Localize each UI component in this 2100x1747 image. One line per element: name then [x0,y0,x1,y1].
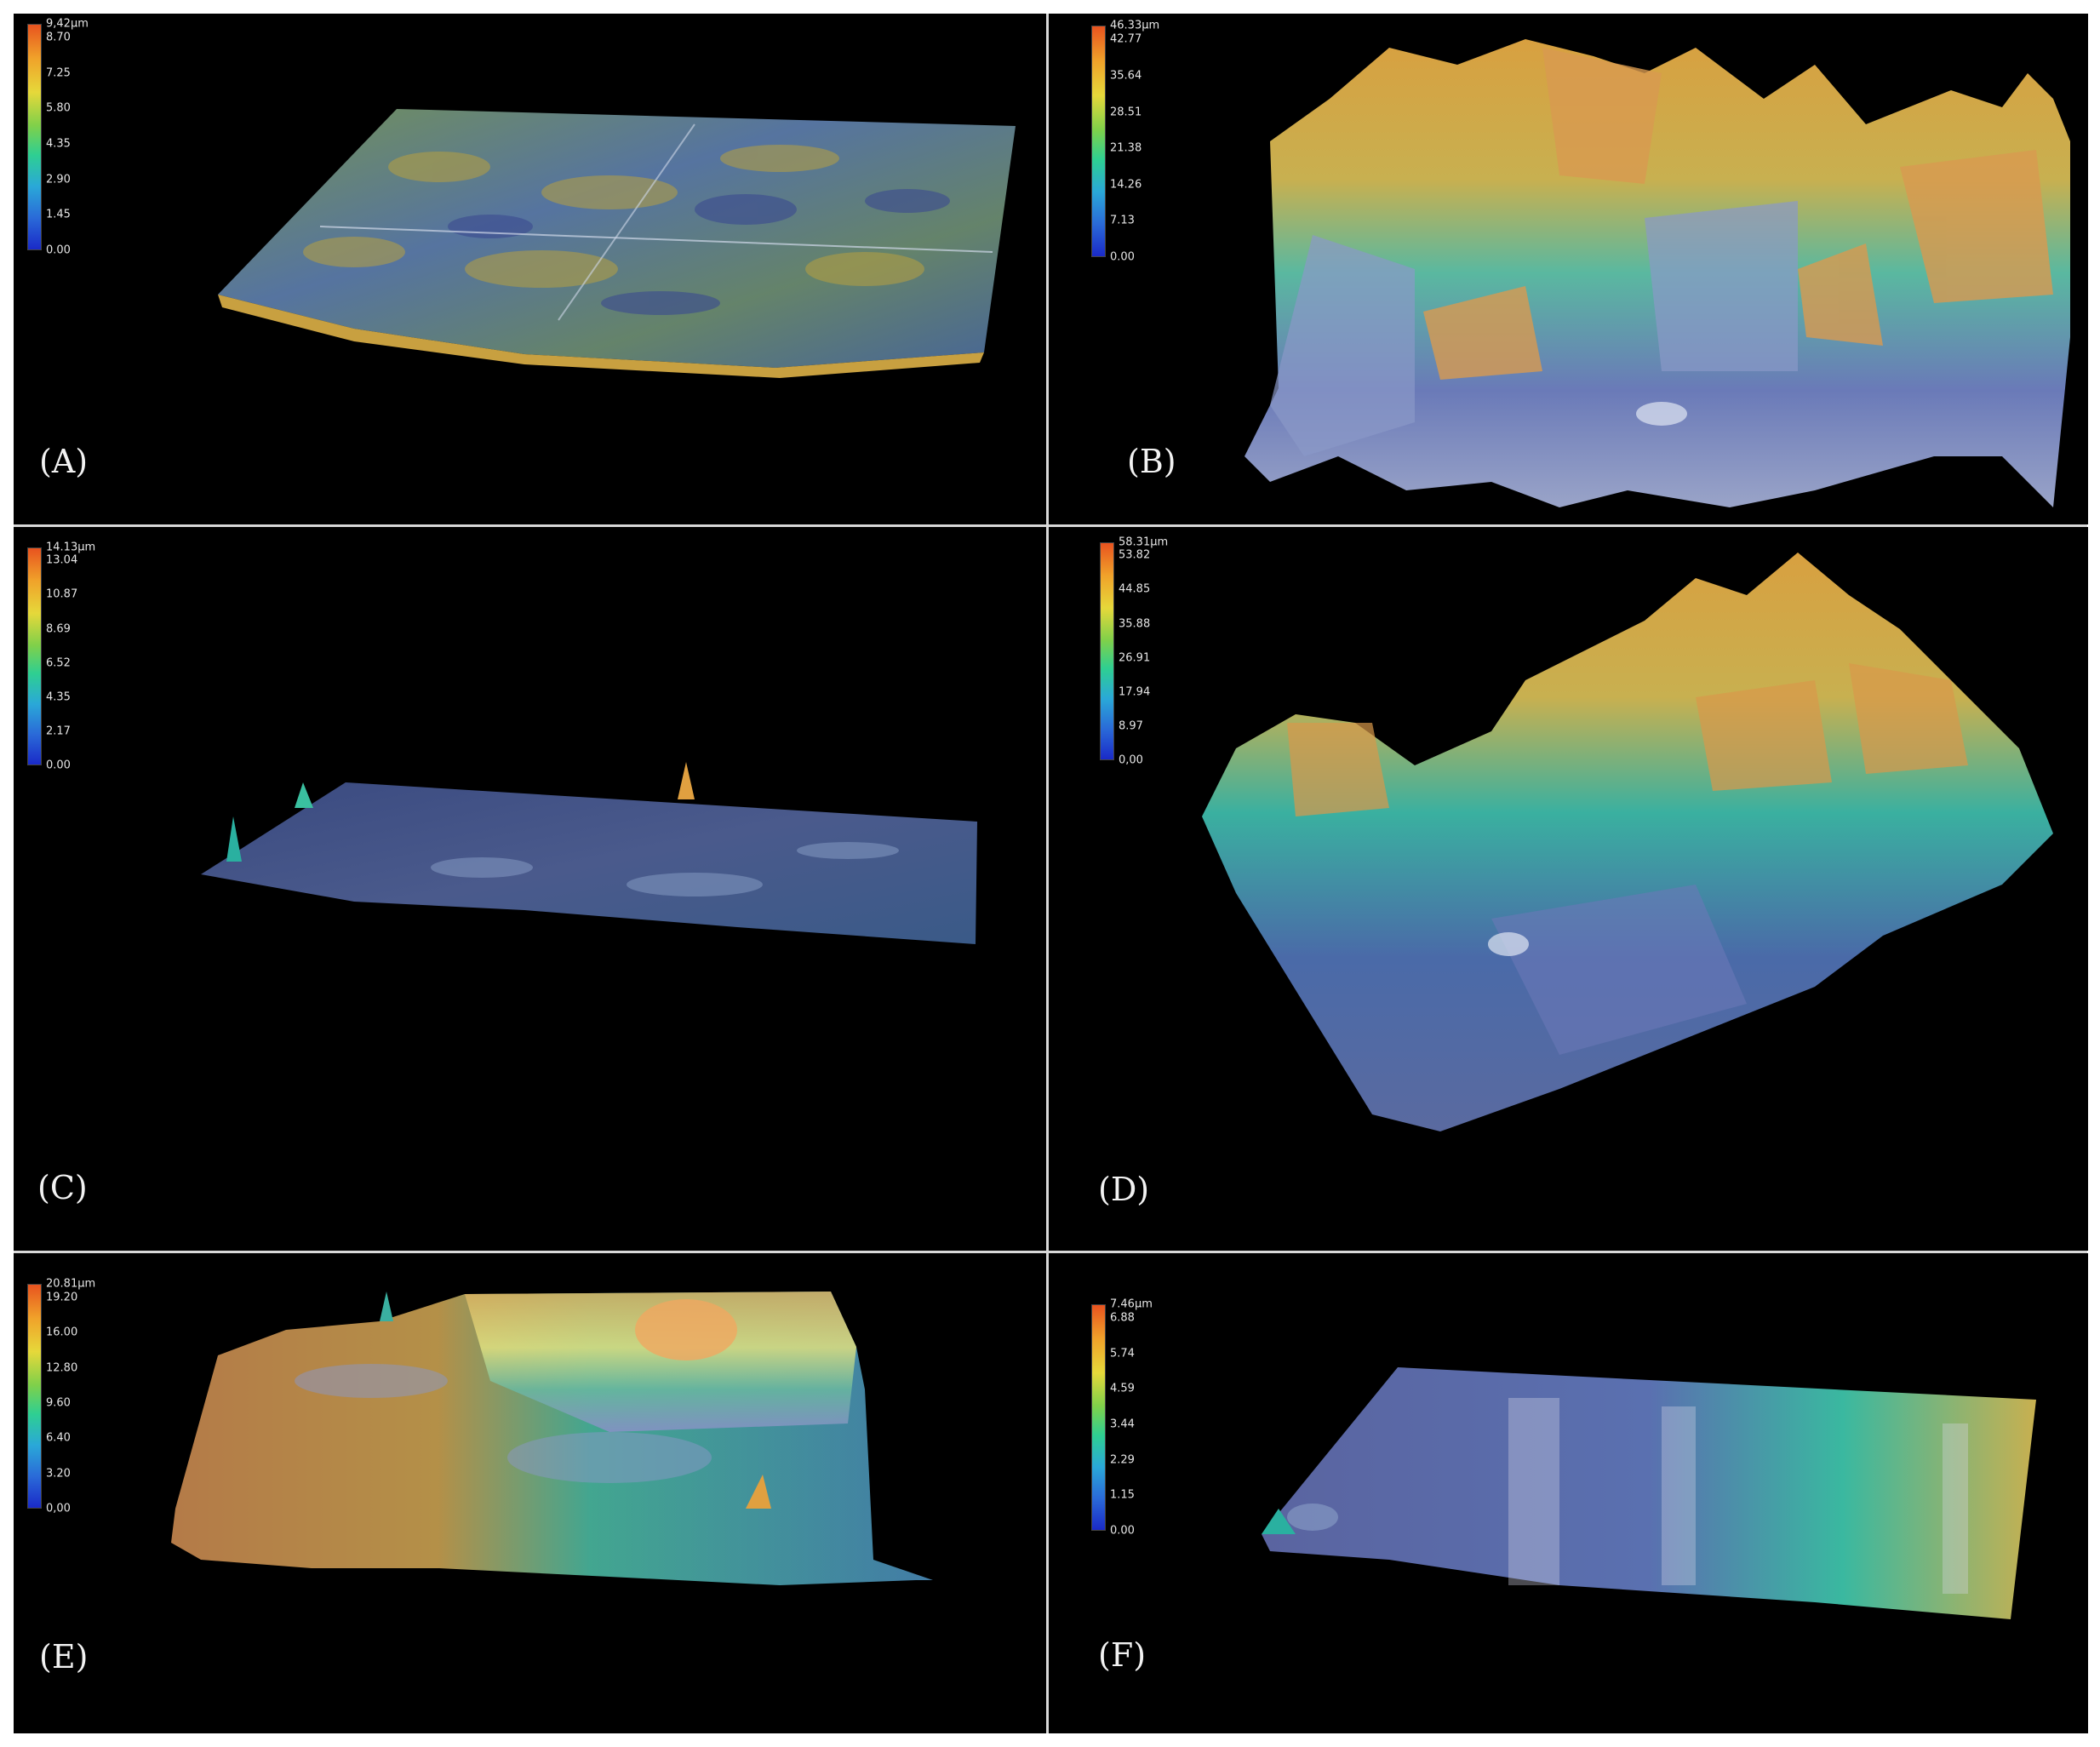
colorbar-tick-label: 4.35 [46,137,71,151]
colorbar-tick-label: 46.33µm [1110,19,1160,32]
colorbar-tick-label: 2.90 [46,173,71,186]
colorbar-tick-label: 1.45 [46,208,71,221]
colorbar-tick-label: 20.81µm [46,1277,96,1291]
surface-render [1202,553,2053,1131]
panel-label: (E) [39,1638,89,1675]
colorbar-tick-label: 0.00 [46,759,71,772]
colorbar-tick-label: 14.13µm [46,541,96,554]
colorbar-tick-label: 5.74 [1110,1347,1135,1360]
colorbar-gradient [27,547,42,765]
panel-f: 7.46µm 6.88 5.74 4.59 3.44 2.29 1.15 0.00 (F) [1049,1253,2088,1733]
panel-d: 58.31µm 53.82 44.85 35.88 26.91 17.94 8.97 0,00… [1049,527,2088,1251]
figure-grid: 9,42µm 8.70 7.25 5.80 4.35 2.90 1.45 0.00 (A) [14,14,2088,1733]
surface-render [218,109,1016,378]
colorbar-tick-label: 44.85 [1119,582,1151,596]
colorbar-tick-label: 0.00 [1110,1524,1135,1538]
colorbar-tick-label: 3.44 [1110,1418,1135,1431]
colorbar-tick-label: 7.46µm [1110,1297,1153,1311]
colorbar-tick-label: 7.25 [46,66,71,80]
colorbar-tick-label: 6.52 [46,656,71,670]
panel-e: 20.81µm 19.20 16.00 12.80 9.60 6.40 3.20 0,00 (… [14,1253,1046,1733]
colorbar-tick-label: 8.70 [46,31,71,44]
colorbar-tick-label: 2.17 [46,725,71,738]
colorbar-tick-label: 4.59 [1110,1382,1135,1395]
colorbar-tick-label: 42.77 [1110,32,1142,46]
colorbar-tick-label: 10.87 [46,587,78,601]
colorbar-tick-label: 21.38 [1110,141,1142,155]
colorbar-tick-label: 9.60 [46,1396,71,1410]
colorbar-tick-label: 0.00 [1110,250,1135,264]
colorbar-gradient [1091,26,1106,257]
surface-render [1262,1367,2036,1619]
colorbar-gradient [27,1284,42,1509]
panel-b: 46.33µm 42.77 35.64 28.51 21.38 14.26 7.13 0.00… [1049,14,2088,524]
colorbar-gradient [1100,542,1114,760]
panel-c: 14.13µm 13.04 10.87 8.69 6.52 4.35 2.17 0.00 (C… [14,527,1046,1251]
colorbar-tick-label: 14.26 [1110,178,1142,192]
surface-render [201,762,977,944]
colorbar-tick-label: 26.91 [1119,651,1151,665]
colorbar-tick-label: 4.35 [46,690,71,704]
colorbar-tick-label: 16.00 [46,1326,78,1339]
colorbar-tick-label: 12.80 [46,1361,78,1375]
colorbar-tick-label: 19.20 [46,1291,78,1304]
colorbar-tick-label: 35.88 [1119,617,1151,631]
colorbar-tick-label: 13.04 [46,553,78,567]
colorbar-tick-label: 28.51 [1110,106,1142,119]
colorbar-tick-label: 6.88 [1110,1311,1135,1325]
colorbar-tick-label: 35.64 [1110,69,1142,83]
panel-label: (C) [37,1169,88,1206]
colorbar-tick-label: 8.97 [1119,719,1143,733]
colorbar-tick-label: 0.00 [46,243,71,257]
panel-label: (B) [1127,443,1176,480]
colorbar-tick-label: 5.80 [46,101,71,115]
surface-render [171,1292,933,1585]
colorbar-gradient [27,24,42,250]
panel-a: 9,42µm 8.70 7.25 5.80 4.35 2.90 1.45 0.00 (A) [14,14,1046,524]
panel-label: (A) [39,443,89,480]
colorbar-tick-label: 2.29 [1110,1453,1135,1467]
panel-label: (F) [1098,1636,1147,1674]
colorbar-tick-label: 1.15 [1110,1488,1135,1502]
colorbar-tick-label: 17.94 [1119,685,1151,699]
colorbar-tick-label: 6.40 [46,1431,71,1445]
colorbar-tick-label: 53.82 [1119,548,1151,562]
colorbar-tick-label: 58.31µm [1119,536,1169,549]
colorbar-tick-label: 3.20 [46,1467,71,1481]
colorbar-gradient [1091,1304,1106,1531]
colorbar-tick-label: 0,00 [46,1502,71,1515]
surface-render [1245,39,2070,507]
colorbar-tick-label: 7.13 [1110,214,1135,227]
panel-label: (D) [1098,1171,1150,1208]
colorbar-tick-label: 0,00 [1119,753,1143,767]
colorbar-tick-label: 8.69 [46,622,71,636]
colorbar-tick-label: 9,42µm [46,17,89,31]
